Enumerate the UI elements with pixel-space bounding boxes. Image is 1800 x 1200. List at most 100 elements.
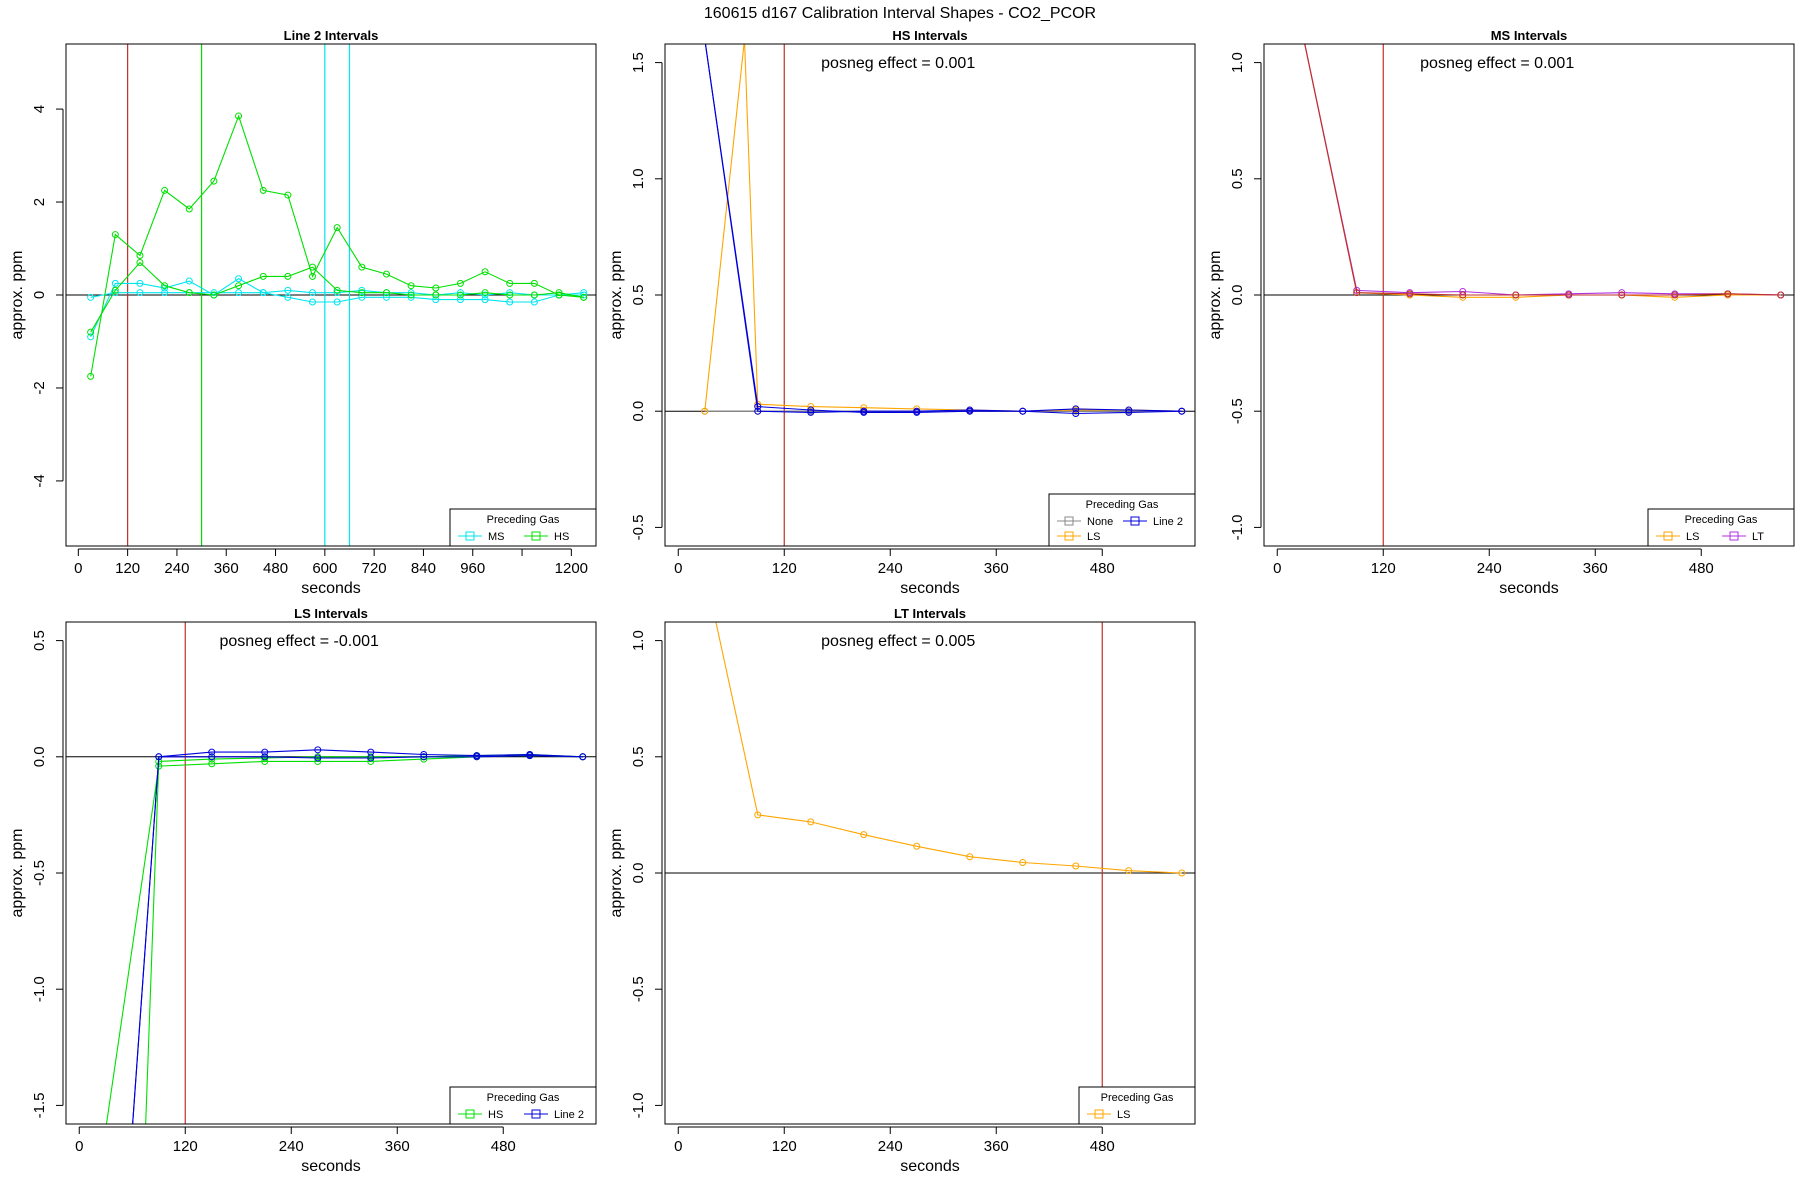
data-point xyxy=(456,279,464,287)
data-point xyxy=(807,818,815,826)
legend-title: Preceding Gas xyxy=(1685,514,1758,526)
data-point xyxy=(309,298,317,306)
series-lt xyxy=(1304,44,1785,299)
posneg-label: posneg effect = -0.001 xyxy=(220,633,379,650)
legend-swatch-marker xyxy=(1130,516,1140,526)
x-tick-label: 360 xyxy=(984,560,1009,577)
data-point xyxy=(111,231,119,239)
y-tick-label: 2 xyxy=(31,198,48,206)
data-point xyxy=(259,272,267,280)
data-point xyxy=(1671,291,1679,299)
panel-frame xyxy=(664,621,1196,1125)
x-tick-label: 120 xyxy=(173,1138,198,1155)
data-point xyxy=(481,291,489,299)
y-tick-label: -0.5 xyxy=(630,514,647,540)
y-tick-label: -0.5 xyxy=(31,860,48,886)
series-line xyxy=(90,278,584,338)
x-tick-label: 480 xyxy=(1090,560,1115,577)
y-tick-label: 1.0 xyxy=(630,630,647,651)
legend-label: LS xyxy=(1087,531,1100,543)
data-point xyxy=(136,279,144,287)
data-point xyxy=(1512,293,1520,301)
data-point xyxy=(456,291,464,299)
series-line xyxy=(715,622,1182,874)
data-point xyxy=(580,289,588,297)
series-hs xyxy=(87,258,588,336)
panel-frame xyxy=(65,43,597,547)
legend: Preceding Gas HS Line 2 xyxy=(449,1086,597,1125)
data-point xyxy=(754,407,762,415)
series-line xyxy=(90,261,584,333)
legend-label: Line 2 xyxy=(1153,516,1183,528)
y-tick-label: 4 xyxy=(31,105,48,113)
data-point xyxy=(1301,36,1307,42)
legend-label: Line 2 xyxy=(554,1109,584,1121)
x-tick-label: 0 xyxy=(674,1138,682,1155)
data-point xyxy=(526,752,534,760)
y-tick-label: -0.5 xyxy=(1229,398,1246,424)
data-point xyxy=(506,289,514,297)
data-point xyxy=(555,291,563,299)
legend: Preceding Gas LS LT xyxy=(1647,508,1795,547)
legend-entry: MS xyxy=(458,531,505,543)
data-point xyxy=(161,289,169,297)
y-axis-label: approx. ppm xyxy=(1207,251,1224,340)
panel-ms: MS Intervals 0 120 240 360 480 seconds -1.0 -0.5… xyxy=(1207,28,1795,597)
data-point xyxy=(407,282,415,290)
y-axis: -1.0 -0.5 0.0 0.5 1.0 xyxy=(1229,52,1262,540)
y-tick-label: 0.0 xyxy=(630,401,647,422)
data-point xyxy=(284,293,292,301)
data-point xyxy=(555,289,563,297)
data-point xyxy=(210,291,218,299)
panel-title: HS Intervals xyxy=(892,28,967,43)
data-point xyxy=(87,328,95,336)
y-tick-label: -1.0 xyxy=(31,976,48,1002)
legend-entry: LS xyxy=(1057,531,1100,543)
data-point xyxy=(1125,408,1133,416)
legend-swatch-marker xyxy=(1094,1109,1104,1119)
panel-lt: LT Intervals 0 120 240 360 480 seconds -1.0 -0.5… xyxy=(608,606,1196,1175)
data-point xyxy=(407,289,415,297)
x-tick-label: 360 xyxy=(984,1138,1009,1155)
data-point xyxy=(382,293,390,301)
x-tick-label: 120 xyxy=(772,560,797,577)
data-point xyxy=(742,36,748,42)
x-tick-label: 1200 xyxy=(555,560,588,577)
x-axis: 0 120 240 360 480 xyxy=(1273,548,1714,577)
data-point xyxy=(314,754,322,762)
data-point xyxy=(580,293,588,301)
data-point xyxy=(208,748,216,756)
x-tick-label: 480 xyxy=(491,1138,516,1155)
series-line xyxy=(132,749,583,1124)
series-line xyxy=(145,753,583,1124)
data-point xyxy=(111,286,119,294)
legend-swatch-marker xyxy=(465,1109,475,1119)
x-tick-label: 240 xyxy=(164,560,189,577)
x-axis: 0 120 240 360 480 xyxy=(674,1126,1115,1155)
y-tick-label: 0 xyxy=(31,291,48,299)
series-line-2 xyxy=(132,746,587,1124)
data-point xyxy=(358,289,366,297)
data-point xyxy=(210,177,218,185)
y-axis: -4 -2 0 2 4 xyxy=(31,105,64,488)
y-tick-label: -1.5 xyxy=(31,1092,48,1118)
series-line xyxy=(1304,44,1781,298)
legend-title: Preceding Gas xyxy=(487,1092,560,1104)
series-line xyxy=(1304,44,1781,296)
data-point xyxy=(1618,291,1626,299)
x-axis-label: seconds xyxy=(900,580,960,597)
data-point xyxy=(579,753,587,761)
data-point xyxy=(1459,291,1467,299)
y-axis-label: approx. ppm xyxy=(9,829,26,918)
data-point xyxy=(111,279,119,287)
y-tick-label: 1.0 xyxy=(1229,52,1246,73)
data-point xyxy=(259,186,267,194)
legend-entry: LT xyxy=(1722,531,1764,543)
series-ls xyxy=(701,36,1186,415)
legend-entry: HS xyxy=(524,531,569,543)
legend-title: Preceding Gas xyxy=(1101,1092,1174,1104)
x-tick-label: 0 xyxy=(74,560,82,577)
y-tick-label: 0.5 xyxy=(31,630,48,651)
y-tick-label: -1.0 xyxy=(1229,514,1246,540)
